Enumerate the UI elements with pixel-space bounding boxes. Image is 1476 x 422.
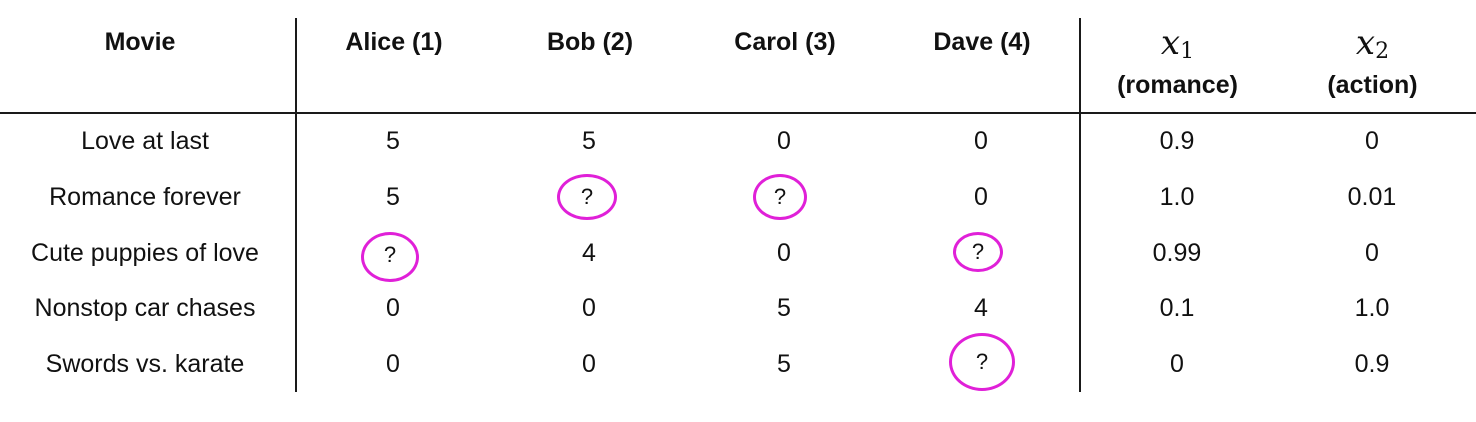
feature-name-romance: (romance) (1117, 71, 1238, 99)
rating-cell: 5 (777, 350, 791, 378)
rating-cell: 4 (974, 294, 988, 322)
feature-value: 0 (1365, 239, 1379, 267)
unknown-rating-circle (953, 232, 1003, 272)
feature-value: 1.0 (1159, 183, 1195, 211)
unknown-rating-circle (949, 333, 1015, 391)
unknown-rating: ? (773, 184, 787, 209)
rating-cell: 0 (777, 127, 791, 155)
rating-cell: 0 (386, 294, 400, 322)
header-user-carol: Carol (3) (734, 28, 836, 56)
feature-value: 0.1 (1159, 294, 1195, 322)
unknown-rating: ? (971, 239, 985, 264)
rating-cell: 0 (582, 294, 596, 322)
unknown-rating-circle (361, 232, 419, 282)
rating-cell: 0 (974, 127, 988, 155)
feature-value: 0.99 (1152, 239, 1202, 267)
rating-cell: 0 (777, 239, 791, 267)
rating-cell: 0 (386, 350, 400, 378)
rating-cell: 5 (582, 127, 596, 155)
feature-name-action: (action) (1327, 71, 1418, 99)
feature-value: 0.9 (1159, 127, 1195, 155)
feature-value: 0 (1170, 350, 1184, 378)
divider-movie-column (295, 18, 297, 392)
header-user-alice: Alice (1) (345, 28, 443, 56)
rating-cell: 5 (386, 127, 400, 155)
rating-cell: 0 (582, 350, 596, 378)
movie-title: Love at last (81, 127, 209, 155)
header-user-bob: Bob (2) (546, 28, 634, 56)
movie-title: Nonstop car chases (34, 294, 256, 322)
header-user-dave: Dave (4) (933, 28, 1031, 56)
unknown-rating: ? (383, 242, 397, 267)
rating-cell: 5 (386, 183, 400, 211)
unknown-rating-circle (557, 174, 617, 220)
unknown-rating: ? (975, 349, 989, 374)
feature-value: 0 (1365, 127, 1379, 155)
rating-cell: 4 (582, 239, 596, 267)
rating-cell: 0 (974, 183, 988, 211)
header-movie: Movie (104, 28, 176, 56)
feature-value: 0.01 (1347, 183, 1397, 211)
feature-value: 1.0 (1354, 294, 1390, 322)
rating-cell: 5 (777, 294, 791, 322)
movie-title: Cute puppies of love (31, 239, 259, 267)
feature-value: 0.9 (1354, 350, 1390, 378)
feature-symbol-x2: x2 (1355, 23, 1390, 64)
movie-title: Romance forever (49, 183, 241, 211)
divider-feature-columns (1079, 18, 1081, 392)
unknown-rating-circle (753, 174, 807, 220)
feature-symbol-x1: x1 (1160, 23, 1195, 64)
header-underline (0, 112, 1476, 114)
header-feature-action: x2 (action) (1290, 26, 1455, 100)
movie-title: Swords vs. karate (45, 350, 245, 378)
header-feature-romance: x1 (romance) (1090, 26, 1265, 100)
unknown-rating: ? (580, 184, 594, 209)
